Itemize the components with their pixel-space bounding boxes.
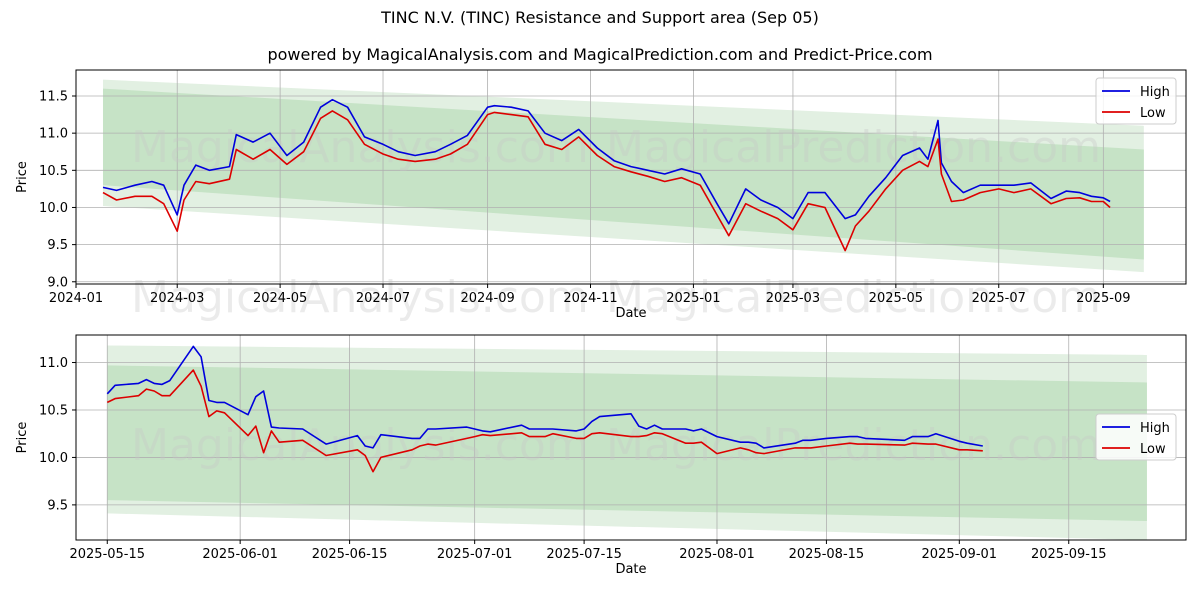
figure-subtitle: powered by MagicalAnalysis.com and Magic… <box>267 45 933 64</box>
bottom-x-tick-label: 2025-05-15 <box>69 547 145 562</box>
top-y-tick-label: 9.0 <box>47 275 68 290</box>
top-legend: High Low <box>1095 77 1177 125</box>
bottom-x-tick-label: 2025-06-01 <box>202 547 278 562</box>
bottom-x-tick-label: 2025-08-15 <box>789 547 865 562</box>
top-y-tick-label: 10.5 <box>39 164 68 179</box>
top-chart-panel: MagicalAnalysis.com MagicalPrediction.com… <box>15 69 1187 323</box>
bottom-legend: High Low <box>1095 413 1177 461</box>
top-x-tick-label: 2025-03 <box>766 291 820 306</box>
top-series-low-line <box>102 110 1111 252</box>
bottom-watermark: MagicalPrediction.com <box>606 420 1101 471</box>
bottom-legend-label-high: High <box>1140 421 1170 436</box>
bottom-axes-frame <box>75 334 1187 541</box>
top-y-tick-label: 11.5 <box>39 90 68 105</box>
top-band-inner <box>102 88 1144 260</box>
bottom-y-tick-label: 11.0 <box>39 356 68 371</box>
bottom-x-tick-label: 2025-07-15 <box>546 547 622 562</box>
bottom-series-low-line <box>106 369 983 473</box>
bottom-y-tick-label: 10.5 <box>39 403 68 418</box>
bottom-y-tick-label: 9.5 <box>47 498 68 513</box>
bottom-x-tick-label: 2025-06-15 <box>312 547 388 562</box>
top-x-tick-label: 2024-03 <box>150 291 204 306</box>
bottom-x-tick-label: 2025-08-01 <box>679 547 755 562</box>
top-series-high-line <box>102 98 1111 225</box>
bottom-x-axis-label: Date <box>615 562 646 577</box>
top-y-tick-label: 9.5 <box>47 238 68 253</box>
top-x-tick-label: 2025-09 <box>1076 291 1130 306</box>
top-x-tick-label: 2024-07 <box>356 291 410 306</box>
figure-title: TINC N.V. (TINC) Resistance and Support … <box>381 8 819 27</box>
top-watermark: MagicalPrediction.com <box>606 122 1101 173</box>
bottom-chart-panel: MagicalAnalysis.com MagicalPrediction.com… <box>15 334 1187 577</box>
bottom-x-tick-label: 2025-07-01 <box>437 547 513 562</box>
top-y-axis-label: Price <box>15 161 30 193</box>
top-axes-frame <box>75 69 1187 285</box>
bottom-x-tick-label: 2025-09-01 <box>922 547 998 562</box>
bottom-x-tick-label: 2025-09-15 <box>1031 547 1107 562</box>
bottom-watermark: MagicalAnalysis.com <box>131 420 589 471</box>
top-y-tick-label: 11.0 <box>39 127 68 142</box>
top-x-tick-label: 2024-01 <box>49 291 103 306</box>
top-x-tick-label: 2025-05 <box>869 291 923 306</box>
top-x-tick-label: 2025-07 <box>972 291 1026 306</box>
top-x-axis-label: Date <box>615 306 646 321</box>
top-legend-label-low: Low <box>1140 106 1166 121</box>
bottom-legend-label-low: Low <box>1140 442 1166 457</box>
bottom-y-tick-label: 10.0 <box>39 451 68 466</box>
bottom-band-inner <box>107 365 1147 522</box>
top-x-tick-label: 2025-01 <box>666 291 720 306</box>
bottom-series-high-line <box>106 345 983 449</box>
top-y-tick-label: 10.0 <box>39 201 68 216</box>
top-watermark: MagicalAnalysis.com <box>131 122 589 173</box>
top-x-tick-label: 2024-05 <box>253 291 307 306</box>
top-watermark: MagicalPrediction.com <box>606 272 1101 323</box>
top-legend-label-high: High <box>1140 85 1170 100</box>
top-x-tick-label: 2024-09 <box>460 291 514 306</box>
top-x-tick-label: 2024-11 <box>563 291 617 306</box>
top-watermark: MagicalAnalysis.com <box>131 272 589 323</box>
bottom-y-axis-label: Price <box>15 422 30 454</box>
